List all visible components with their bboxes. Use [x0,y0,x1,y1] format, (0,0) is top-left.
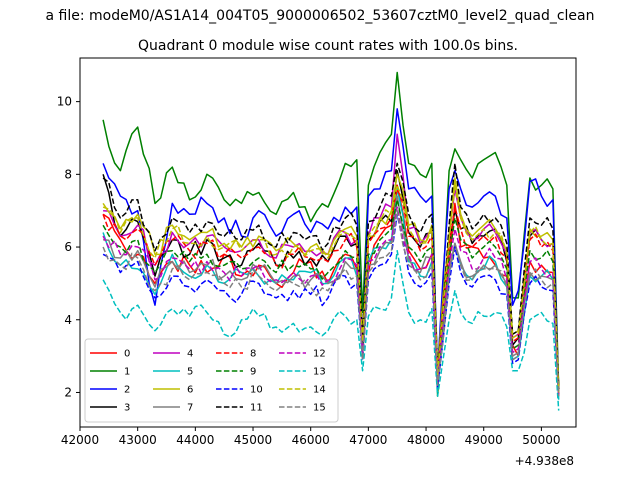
x-tick-label: 45000 [234,433,272,447]
series-line-10 [102,213,560,397]
series-line-6 [102,173,560,389]
legend-label-7: 7 [187,403,193,414]
legend-label-0: 0 [124,349,130,360]
chart-suptitle: a file: modeM0/AS1A14_004T05_9000006502_… [46,8,595,24]
x-tick-label: 48000 [407,433,445,447]
x-tick-label: 50000 [522,433,560,447]
series-line-15 [102,209,560,397]
series-line-14 [102,184,560,393]
legend-label-13: 13 [313,367,326,378]
x-tick-label: 47000 [349,433,387,447]
chart-title: Quadrant 0 module wise count rates with … [138,38,518,54]
legend-label-9: 9 [250,367,256,378]
series-line-12 [102,206,560,397]
plot-frame [79,57,577,428]
x-tick-label: 49000 [465,433,503,447]
legend-label-12: 12 [313,349,326,360]
series-line-2 [102,108,560,397]
x-axis: 42000 43000 44000 45000 46000 47000 48000 49000… [61,427,560,447]
x-tick-label: 42000 [61,433,99,447]
y-tick-label: 4 [64,313,72,327]
y-tick-label: 6 [64,240,72,254]
series-line-8 [102,188,560,393]
legend-frame [84,338,339,423]
legend-label-1: 1 [124,367,130,378]
y-axis: 2 4 6 8 10 [57,95,80,399]
series-line-11 [102,162,560,389]
series-line-13 [102,249,560,411]
series-layer [102,71,560,411]
x-offset-label: +4.938e8 [515,454,574,468]
y-tick-label: 2 [64,385,72,399]
legend-label-14: 14 [313,385,326,396]
legend-label-6: 6 [187,385,193,396]
legend-label-5: 5 [187,367,193,378]
y-tick-label: 10 [57,95,72,109]
legend-label-4: 4 [187,349,193,360]
legend-label-2: 2 [124,385,130,396]
series-line-9 [102,199,560,393]
x-tick-label: 44000 [176,433,214,447]
y-tick-label: 8 [64,167,72,181]
legend-label-8: 8 [250,349,256,360]
legend-label-3: 3 [124,403,130,414]
x-tick-label: 43000 [119,433,157,447]
legend-label-11: 11 [250,403,263,414]
legend-label-15: 15 [313,403,326,414]
x-tick-label: 46000 [292,433,330,447]
series-line-1 [102,71,560,397]
legend-label-10: 10 [250,385,263,396]
